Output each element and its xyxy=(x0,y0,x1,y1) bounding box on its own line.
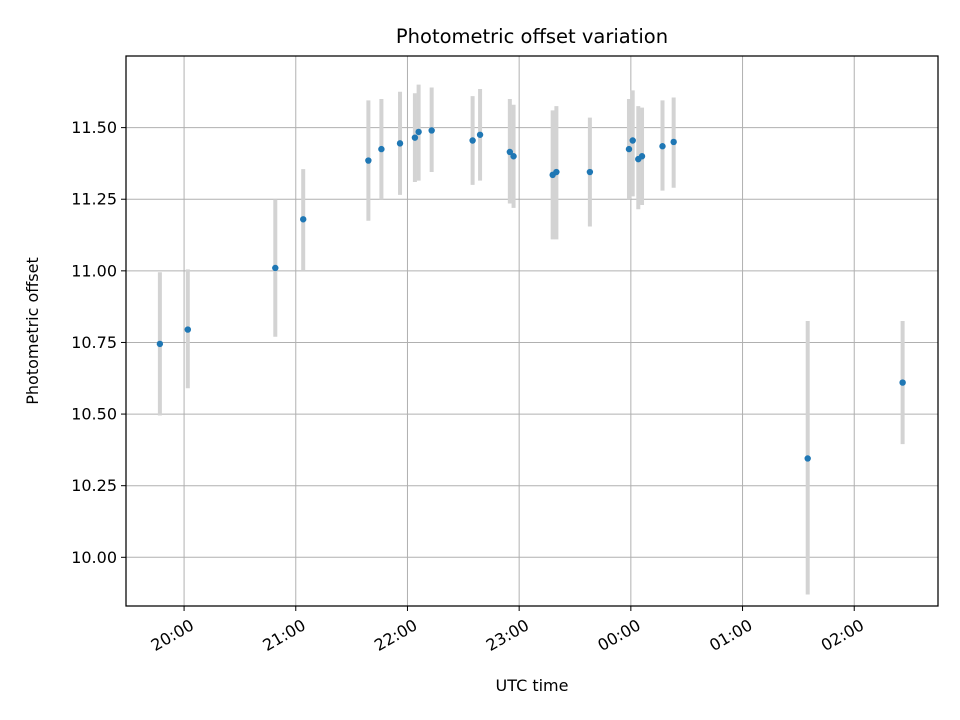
point-layer xyxy=(156,127,906,462)
data-point xyxy=(625,145,633,153)
data-point xyxy=(156,340,164,348)
axes-frame xyxy=(125,55,939,607)
data-point xyxy=(365,157,372,164)
grid-layer xyxy=(126,56,938,606)
data-point xyxy=(184,326,192,333)
data-point xyxy=(428,127,435,134)
data-point xyxy=(378,145,385,153)
y-tick-label: 11.25 xyxy=(71,190,117,209)
y-tick-label: 10.00 xyxy=(71,548,117,567)
y-tick-label: 10.75 xyxy=(71,333,117,352)
data-point xyxy=(272,264,279,272)
data-point xyxy=(415,128,422,136)
y-tick-label: 11.00 xyxy=(71,261,117,280)
data-point xyxy=(510,153,517,160)
data-point xyxy=(506,148,514,156)
data-point xyxy=(300,216,307,223)
data-point xyxy=(659,143,666,150)
y-tick-label: 10.25 xyxy=(71,476,117,495)
data-point xyxy=(411,134,419,141)
data-point xyxy=(629,137,636,144)
data-point xyxy=(469,137,476,144)
data-point xyxy=(586,168,594,176)
data-point xyxy=(899,379,906,386)
data-point xyxy=(396,140,404,147)
data-point xyxy=(476,131,484,138)
x-axis-label: UTC time xyxy=(496,676,569,695)
y-tick-label: 11.50 xyxy=(71,118,117,137)
data-point xyxy=(804,455,811,462)
data-point xyxy=(638,153,646,160)
data-point xyxy=(670,138,677,146)
data-point xyxy=(553,168,560,176)
chart-title: Photometric offset variation xyxy=(396,25,668,48)
y-axis-label: Photometric offset xyxy=(23,257,42,405)
y-tick-label: 10.50 xyxy=(71,405,117,424)
